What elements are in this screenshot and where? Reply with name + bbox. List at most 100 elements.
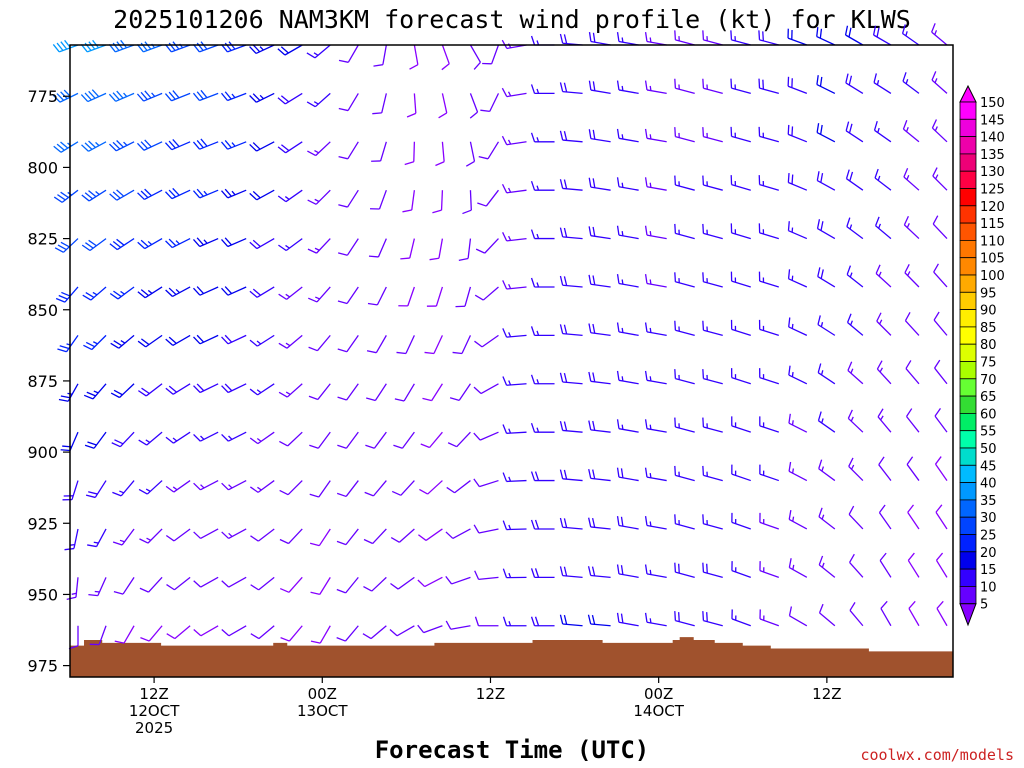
- barb-flag: [112, 92, 120, 101]
- barb-flag: [166, 633, 176, 640]
- barb-shaft: [258, 576, 275, 591]
- wind-barb: [933, 311, 948, 336]
- wind-barb: [559, 179, 583, 191]
- barb-flag: [281, 144, 290, 152]
- barb-flag: [168, 287, 177, 296]
- barb-shaft: [816, 35, 836, 46]
- wind-barb: [165, 238, 191, 249]
- barb-flag: [674, 514, 677, 524]
- barb-flag: [649, 424, 652, 430]
- wind-barb: [731, 416, 751, 433]
- barb-flag: [112, 191, 121, 199]
- barb-flag: [196, 383, 205, 392]
- barb-flag: [818, 603, 824, 614]
- wind-barb: [502, 328, 527, 338]
- barb-flag: [306, 101, 316, 108]
- barb-flag: [390, 583, 399, 590]
- barb-flag: [644, 612, 648, 623]
- barb-flag: [83, 344, 93, 351]
- wind-barb: [818, 603, 836, 627]
- barb-flag: [55, 297, 66, 303]
- barb-flag: [530, 519, 536, 530]
- barb-shaft: [403, 383, 415, 402]
- wind-barb: [845, 169, 864, 191]
- barb-shaft: [456, 431, 471, 448]
- colorbar-segment: [959, 222, 977, 241]
- barb-shaft: [440, 190, 444, 211]
- barb-flag: [432, 209, 442, 214]
- wind-barb: [845, 121, 864, 143]
- barb-flag: [417, 624, 425, 634]
- barb-flag: [458, 257, 469, 262]
- wind-barb: [931, 23, 948, 46]
- wind-barb: [473, 478, 499, 488]
- wind-barb: [394, 383, 415, 402]
- wind-barb: [365, 431, 387, 449]
- barb-flag: [788, 558, 792, 568]
- barb-flag: [313, 101, 319, 105]
- barb-flag: [821, 514, 825, 520]
- wind-barb: [501, 183, 527, 194]
- wind-barb: [932, 215, 948, 240]
- wind-barb: [370, 189, 387, 210]
- barb-flag: [644, 274, 648, 284]
- barb-flag: [587, 566, 592, 576]
- wind-barb: [674, 369, 695, 385]
- barb-flag: [249, 95, 257, 103]
- wind-barb: [480, 93, 500, 113]
- barb-flag: [620, 565, 624, 575]
- barb-shaft: [934, 463, 948, 481]
- wind-barb: [879, 552, 892, 578]
- wind-barb: [847, 361, 864, 385]
- barb-flag: [508, 235, 512, 241]
- barb-flag: [165, 240, 173, 249]
- barb-flag: [473, 478, 480, 487]
- barb-flag: [165, 436, 174, 444]
- wind-barb: [279, 431, 303, 447]
- barb-flag: [277, 146, 286, 154]
- barb-flag: [93, 341, 98, 345]
- barb-flag: [144, 188, 152, 197]
- barb-flag: [502, 568, 508, 578]
- colorbar-label: 140: [980, 131, 1005, 146]
- colorbar-segment: [959, 464, 977, 483]
- barb-flag: [473, 61, 481, 70]
- barb-flag: [934, 78, 938, 84]
- barb-flag: [849, 602, 856, 611]
- chart-title: 2025101206 NAM3KM forecast wind profile …: [113, 5, 911, 34]
- barb-shaft: [409, 238, 416, 259]
- barb-flag: [621, 182, 624, 188]
- barb-flag: [140, 636, 150, 642]
- barb-shaft: [98, 625, 107, 645]
- wind-barb: [758, 30, 779, 46]
- wind-barb: [81, 189, 107, 202]
- barb-flag: [616, 516, 620, 526]
- wind-barb: [616, 467, 639, 482]
- barb-flag: [80, 94, 89, 103]
- wind-barb: [398, 286, 415, 307]
- barb-flag: [200, 484, 205, 489]
- wind-barb: [846, 217, 864, 240]
- barb-flag: [228, 435, 233, 440]
- colorbar-label: 150: [980, 96, 1005, 111]
- barb-flag: [478, 156, 489, 160]
- wind-barb: [136, 90, 163, 102]
- wind-barb: [372, 93, 387, 115]
- barb-flag: [563, 518, 568, 528]
- barb-shaft: [345, 431, 359, 449]
- barb-flag: [438, 112, 448, 119]
- wind-barb: [644, 80, 667, 95]
- wind-barb: [816, 219, 836, 240]
- colorbar-label: 75: [980, 356, 997, 371]
- wind-barb: [759, 464, 780, 482]
- barb-flag: [88, 190, 97, 198]
- wind-barb: [473, 431, 499, 441]
- barb-flag: [429, 257, 440, 261]
- barb-flag: [57, 244, 67, 251]
- wind-barb: [81, 140, 107, 152]
- wind-barb: [250, 528, 275, 542]
- wind-barb: [193, 479, 219, 491]
- barb-flag: [616, 419, 620, 429]
- barb-flag: [164, 93, 173, 102]
